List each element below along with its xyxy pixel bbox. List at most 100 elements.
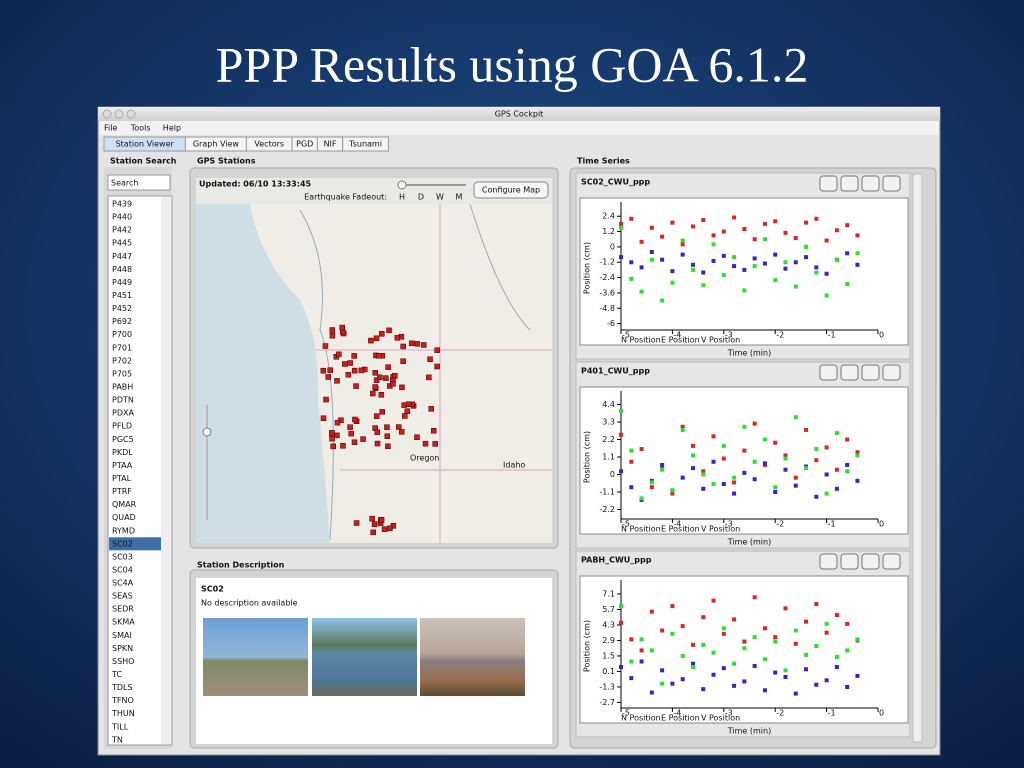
station-marker[interactable] (399, 384, 405, 391)
station-marker[interactable] (329, 435, 335, 442)
station-marker[interactable] (323, 396, 329, 403)
station-marker[interactable] (385, 364, 391, 370)
station-marker[interactable] (373, 413, 380, 419)
station-marker[interactable] (345, 371, 352, 378)
snapshot-button[interactable] (840, 364, 859, 381)
station-marker[interactable] (427, 356, 433, 362)
station-marker[interactable] (426, 374, 432, 381)
station-marker[interactable] (371, 521, 378, 527)
station-marker[interactable] (330, 443, 336, 450)
station-marker[interactable] (400, 343, 406, 350)
station-marker[interactable] (392, 372, 398, 379)
station-marker[interactable] (329, 332, 336, 339)
station-marker[interactable] (334, 378, 340, 384)
station-marker[interactable] (377, 374, 383, 381)
snapshot-button[interactable] (840, 175, 859, 192)
station-marker[interactable] (404, 408, 411, 414)
close-button[interactable] (882, 175, 901, 192)
station-marker[interactable] (322, 343, 329, 349)
station-marker[interactable] (320, 367, 327, 374)
station-marker[interactable] (351, 439, 358, 446)
station-marker[interactable] (395, 424, 402, 430)
zoom-button[interactable] (126, 109, 136, 119)
station-marker[interactable] (378, 392, 385, 398)
station-marker[interactable] (394, 335, 401, 341)
station-marker[interactable] (376, 353, 382, 359)
station-marker[interactable] (374, 429, 381, 435)
list-scrollbar[interactable] (161, 197, 171, 744)
tab[interactable] (342, 136, 389, 152)
minimize-button[interactable] (114, 109, 124, 119)
station-marker[interactable] (329, 327, 336, 333)
zoom-knob[interactable] (202, 427, 212, 437)
station-marker[interactable] (351, 353, 357, 359)
station-marker[interactable] (372, 370, 378, 376)
snapshot-button[interactable] (840, 553, 859, 570)
station-marker[interactable] (348, 430, 354, 437)
station-marker[interactable] (384, 433, 391, 439)
station-marker[interactable] (351, 367, 358, 374)
station-marker[interactable] (414, 341, 421, 347)
station-marker[interactable] (329, 430, 335, 436)
ts-scrollbar[interactable] (912, 173, 923, 743)
pause-button[interactable] (819, 364, 838, 381)
station-marker[interactable] (384, 424, 390, 430)
station-marker[interactable] (373, 335, 380, 342)
station-marker[interactable] (353, 383, 359, 389)
station-marker[interactable] (420, 342, 427, 348)
slider-knob[interactable] (397, 180, 407, 190)
station-marker[interactable] (347, 360, 353, 366)
station-marker[interactable] (400, 358, 406, 364)
station-marker[interactable] (358, 367, 365, 374)
station-marker[interactable] (385, 443, 391, 450)
station-marker[interactable] (336, 351, 342, 358)
station-marker[interactable] (368, 337, 374, 344)
station-marker[interactable] (373, 377, 380, 383)
station-marker[interactable] (347, 424, 353, 430)
station-marker[interactable] (320, 415, 327, 422)
station-marker[interactable] (383, 375, 389, 381)
station-marker[interactable] (342, 361, 348, 367)
station-marker[interactable] (430, 427, 437, 434)
station-marker[interactable] (369, 515, 375, 522)
station-marker[interactable] (387, 525, 393, 532)
station-marker[interactable] (402, 413, 408, 419)
station-marker[interactable] (390, 381, 396, 387)
station-marker[interactable] (398, 429, 405, 435)
station-marker[interactable] (352, 416, 358, 423)
station-marker[interactable] (381, 526, 388, 532)
station-marker[interactable] (428, 406, 435, 412)
station-marker[interactable] (339, 324, 345, 331)
station-marker[interactable] (372, 384, 378, 390)
settings-button[interactable] (861, 364, 880, 381)
station-marker[interactable] (408, 340, 415, 347)
station-marker[interactable] (379, 330, 385, 337)
pause-button[interactable] (819, 175, 838, 192)
settings-button[interactable] (861, 553, 880, 570)
station-marker[interactable] (405, 401, 412, 407)
search-box[interactable] (107, 174, 171, 191)
station-marker[interactable] (386, 327, 392, 334)
close-button[interactable] (882, 364, 901, 381)
station-marker[interactable] (434, 363, 440, 370)
station-marker[interactable] (374, 440, 381, 447)
station-marker[interactable] (340, 443, 346, 449)
station-marker[interactable] (370, 390, 376, 397)
station-marker[interactable] (414, 434, 420, 441)
close-button[interactable] (882, 553, 901, 570)
station-marker[interactable] (379, 409, 385, 415)
station-marker[interactable] (360, 436, 366, 442)
station-marker[interactable] (325, 374, 331, 380)
station-marker[interactable] (378, 517, 385, 523)
station-marker[interactable] (434, 347, 440, 353)
station-marker[interactable] (334, 419, 341, 426)
station-marker[interactable] (327, 367, 333, 373)
station-marker[interactable] (432, 441, 438, 447)
station-marker[interactable] (370, 529, 376, 536)
settings-button[interactable] (861, 175, 880, 192)
station-marker[interactable] (353, 520, 360, 526)
pause-button[interactable] (819, 553, 838, 570)
configure-map-button[interactable] (473, 181, 549, 199)
station-marker[interactable] (334, 432, 340, 439)
station-marker[interactable] (422, 440, 429, 447)
